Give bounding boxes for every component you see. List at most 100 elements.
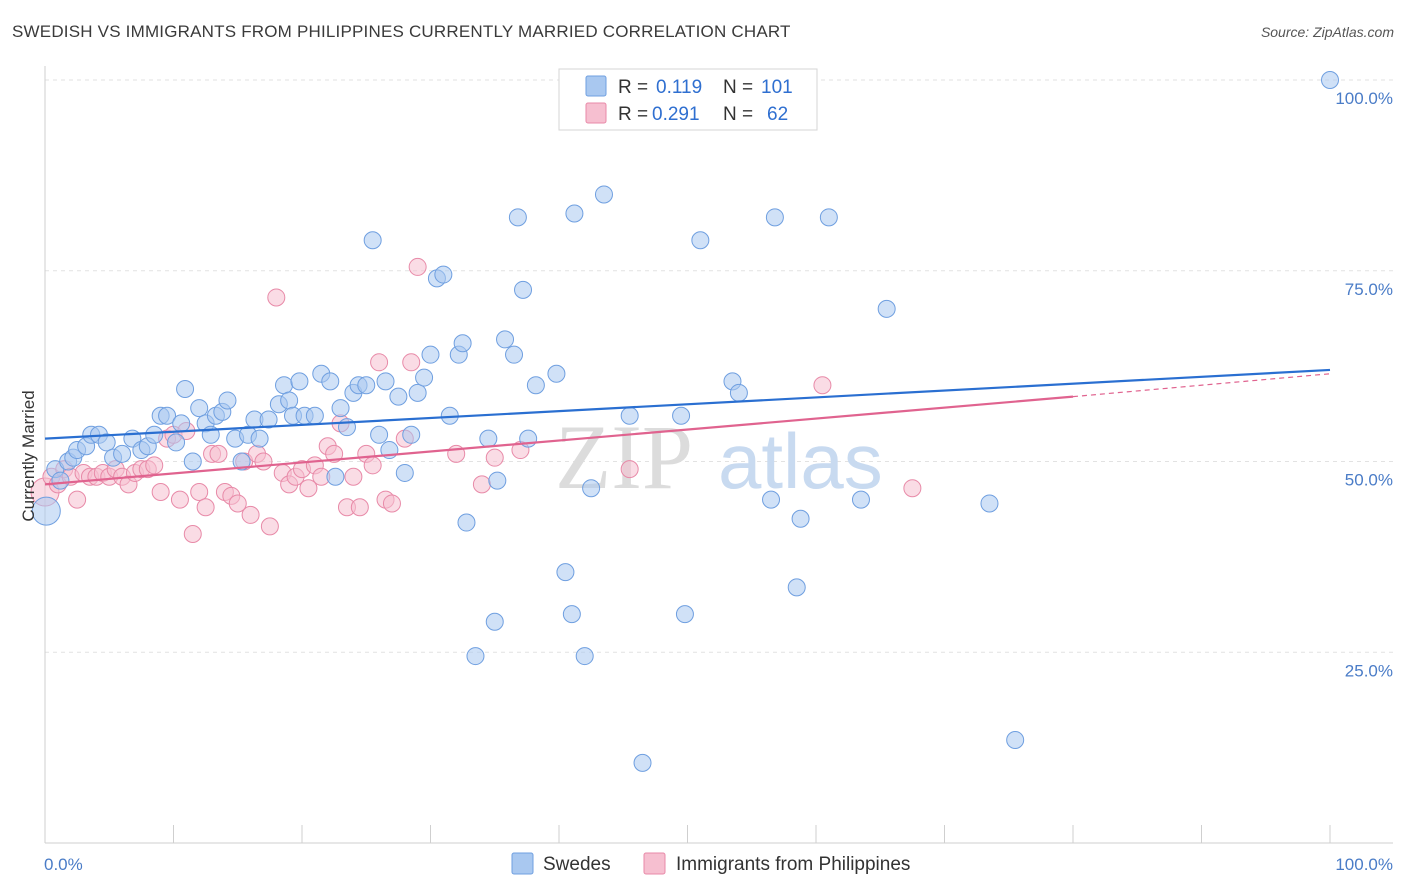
swedes-point (357, 376, 376, 395)
immigrants-point (344, 467, 363, 486)
watermark-atlas: atlas (718, 417, 883, 505)
immigrants-trend-extension (1072, 373, 1331, 398)
x-tick-label: 0.0% (44, 855, 83, 874)
bottom-legend-swatch-immigrants (643, 852, 666, 875)
legend-n-label: N = (723, 77, 753, 98)
swedes-point (232, 452, 251, 471)
swedes-point (466, 647, 485, 666)
swedes-point (594, 185, 613, 204)
swedes-point (620, 406, 639, 425)
immigrants-point (209, 444, 228, 463)
legend-box: R = 0.119 N = 101 R = 0.291 N = 62 (558, 68, 818, 131)
swedes-point (508, 208, 527, 227)
legend-r-immigrants: 0.291 (652, 104, 700, 125)
swedes-point (275, 376, 294, 395)
immigrants-point (402, 353, 421, 372)
swedes-point (190, 399, 209, 418)
swedes-point (526, 376, 545, 395)
immigrants-point (408, 257, 427, 276)
y-tick-label: 25.0% (1345, 661, 1393, 680)
immigrants-point (170, 490, 189, 509)
swedes-point (218, 391, 237, 410)
legend-r-swedes: 0.119 (656, 77, 702, 98)
swedes-point (158, 406, 177, 425)
swedes-point (691, 231, 710, 250)
swedes-point (762, 490, 781, 509)
immigrants-point (299, 479, 318, 498)
swedes-point (113, 444, 132, 463)
y-tick-labels: 25.0% 50.0% 75.0% 100.0% (1335, 89, 1393, 680)
immigrants-point (196, 498, 215, 517)
swedes-point (408, 383, 427, 402)
watermark-zip: ZIP (555, 406, 693, 508)
x-tick-labels: 0.0% 100.0% (44, 855, 1393, 874)
source-label: Source: ZipAtlas.com (1260, 24, 1394, 40)
watermark: ZIP atlas (555, 406, 883, 508)
swedes-point (851, 490, 870, 509)
immigrants-trend-line (44, 395, 1074, 486)
legend-swatch-immigrants (585, 102, 607, 124)
immigrants-point (254, 452, 273, 471)
swedes-point (488, 471, 507, 490)
swedes-point (434, 265, 453, 284)
immigrants-point (350, 498, 369, 517)
swedes-point (421, 345, 440, 364)
immigrants-point (382, 494, 401, 513)
swedes-point (582, 479, 601, 498)
swedes-point (389, 387, 408, 406)
swedes-point (172, 414, 191, 433)
axes (44, 66, 1393, 844)
y-axis-label: Currently Married (19, 390, 38, 521)
x-tick-label: 100.0% (1335, 855, 1393, 874)
swedes-point (672, 406, 691, 425)
swedes-point (145, 425, 164, 444)
swedes-point (250, 429, 269, 448)
swedes-point (765, 208, 784, 227)
y-tick-label: 75.0% (1345, 280, 1393, 299)
swedes-point (321, 372, 340, 391)
swedes-point (877, 299, 896, 318)
immigrants-point (325, 444, 344, 463)
trend-lines (44, 368, 1331, 486)
immigrants-point (145, 456, 164, 475)
swedes-point (326, 467, 345, 486)
y-tick-label: 50.0% (1345, 471, 1393, 490)
swedes-point (415, 368, 434, 387)
swedes-point (290, 372, 309, 391)
chart-title: SWEDISH VS IMMIGRANTS FROM PHILIPPINES C… (12, 22, 791, 41)
swedes-point (1006, 730, 1025, 749)
swedes-trend-line (44, 368, 1331, 440)
swedes-point (183, 452, 202, 471)
swedes-point (514, 280, 533, 299)
immigrants-point (363, 456, 382, 475)
series-swedes-points (31, 71, 1339, 772)
swedes-point (791, 509, 810, 528)
swedes-point (376, 372, 395, 391)
swedes-point (980, 494, 999, 513)
bottom-legend-swatch-swedes (511, 852, 534, 875)
swedes-point (305, 406, 324, 425)
legend-n-immigrants: 62 (767, 104, 788, 125)
immigrants-point (370, 353, 389, 372)
swedes-point (1321, 71, 1339, 89)
swedes-point (370, 425, 389, 444)
legend-n-swedes: 101 (761, 77, 793, 98)
swedes-point (675, 605, 694, 624)
swedes-point (51, 471, 70, 490)
bottom-legend-swedes: Swedes (543, 854, 611, 875)
legend-r-label: R = (618, 104, 648, 125)
swedes-point (547, 364, 566, 383)
legend-swatch-swedes (585, 75, 607, 97)
grid-lines (45, 79, 1393, 653)
swedes-point (395, 463, 414, 482)
immigrants-point (267, 288, 286, 307)
swedes-point (787, 578, 806, 597)
swedes-point (575, 647, 594, 666)
swedes-point (363, 231, 382, 250)
swedes-point (505, 345, 524, 364)
swedes-point (402, 425, 421, 444)
immigrants-point (472, 475, 491, 494)
immigrants-point (485, 448, 504, 467)
legend-r-label: R = (618, 77, 648, 98)
